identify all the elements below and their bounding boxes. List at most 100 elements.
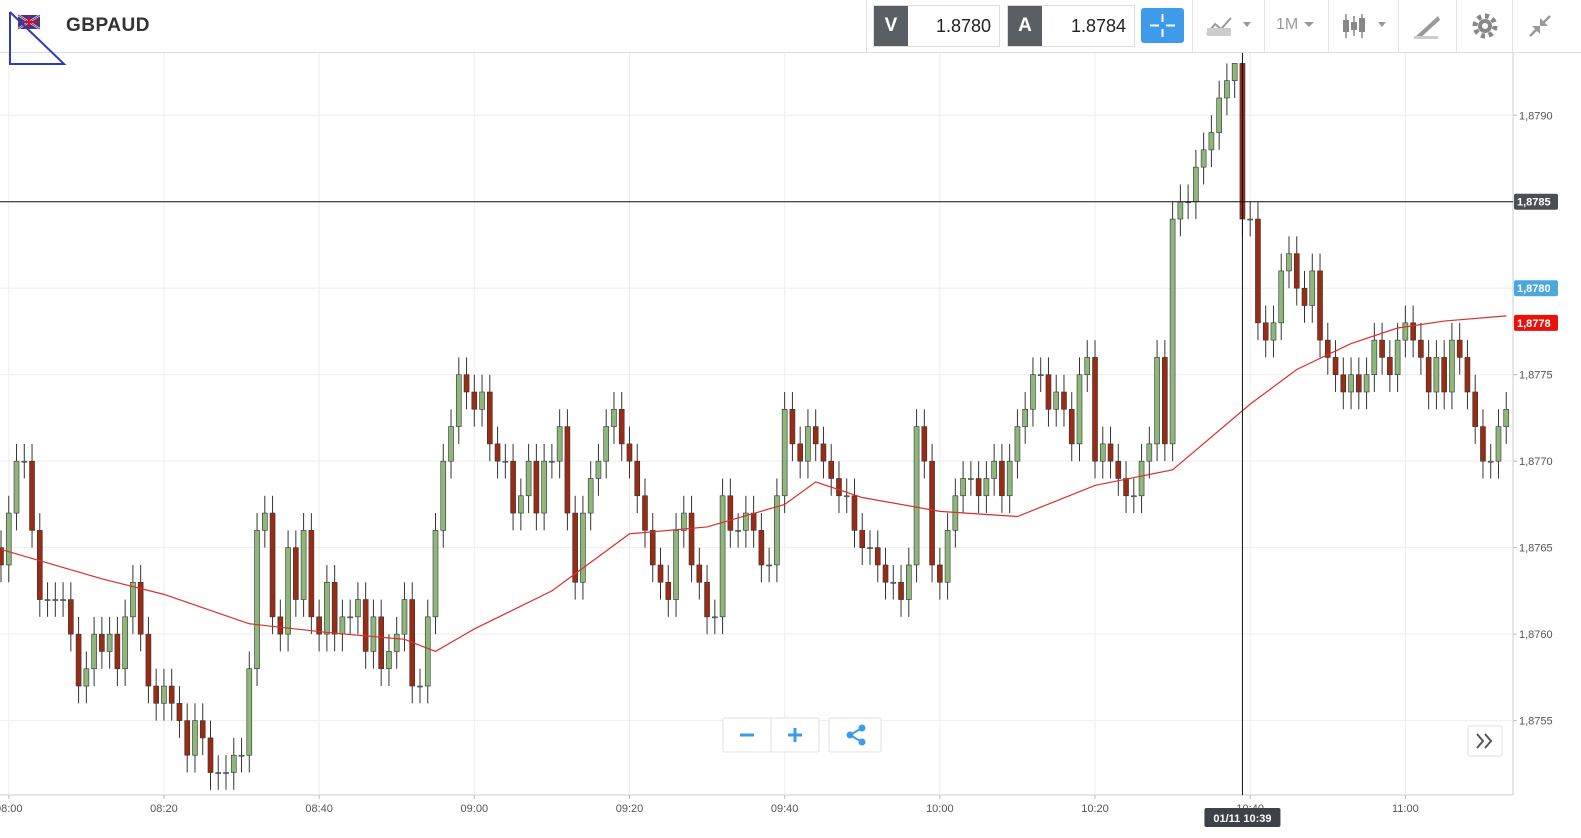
candle-body: [1340, 374, 1347, 393]
symbol-icon: [9, 11, 67, 65]
candle-body: [161, 685, 167, 704]
candle-body: [634, 460, 641, 497]
candle-style-button[interactable]: [1340, 12, 1390, 40]
candle-body: [618, 408, 625, 445]
candle-body: [960, 478, 966, 497]
candle-body: [766, 564, 772, 567]
candle-body: [308, 530, 315, 618]
candle-body: [1247, 218, 1253, 221]
candle-body: [549, 460, 555, 463]
x-tick-label: 10:00: [926, 803, 954, 815]
candle-body: [13, 460, 20, 514]
candle-body: [1193, 166, 1199, 203]
candle-body: [494, 443, 501, 462]
share[interactable]: [846, 724, 866, 746]
y-tick-label: 1,8755: [1519, 716, 1553, 728]
candle-body: [1262, 322, 1269, 341]
candle-body: [145, 633, 152, 687]
ask-price: 1.8784: [1070, 16, 1126, 36]
candle-body: [704, 581, 710, 618]
candle-body: [176, 703, 183, 721]
timeframe[interactable]: 1M: [1276, 16, 1299, 33]
settings-button[interactable]: [1471, 12, 1499, 40]
candle-body: [130, 581, 136, 618]
candle-body: [36, 530, 43, 600]
candle-body: [44, 599, 51, 601]
candle-body: [991, 460, 997, 479]
candle-body: [370, 616, 377, 652]
candle-body: [1224, 80, 1230, 99]
candle-body: [1061, 391, 1067, 410]
candle-body: [510, 460, 516, 514]
candle-body: [595, 460, 602, 479]
candle-body: [285, 547, 291, 635]
candle-body: [1068, 408, 1075, 445]
candle-body: [603, 426, 610, 462]
candle-body: [642, 495, 648, 531]
candle-body: [890, 581, 897, 584]
candle-body: [246, 668, 253, 756]
candle-body: [378, 616, 384, 670]
candle-body: [1146, 443, 1153, 462]
candle-body: [1301, 287, 1308, 306]
draw-button[interactable]: [1412, 12, 1442, 40]
candle-body: [1472, 391, 1479, 427]
collapse-button[interactable]: [1526, 12, 1554, 40]
crosshair-x-badge: [1204, 808, 1281, 827]
candle-body: [1487, 460, 1494, 463]
chart-type-button[interactable]: [1205, 14, 1255, 38]
candle-body: [122, 616, 128, 670]
candle-body: [230, 754, 237, 773]
bid-label: V: [874, 6, 908, 46]
candle-body: [1022, 408, 1028, 427]
candle-body: [680, 512, 687, 531]
candle-body: [83, 668, 90, 687]
symbol-name: GBPAUD: [66, 15, 150, 36]
candle-body: [29, 460, 35, 531]
zoom-in[interactable]: [788, 728, 802, 742]
candle-body: [347, 616, 353, 619]
candle-body: [393, 633, 400, 652]
candle-body: [1425, 357, 1432, 393]
candle-body: [463, 374, 470, 393]
y-tick-label: 1,8790: [1519, 110, 1553, 122]
plot-area: [0, 53, 1513, 795]
candle-body: [1371, 339, 1378, 376]
moving-average-line: [0, 315, 1507, 653]
crosshair-button[interactable]: [1141, 8, 1184, 43]
candle-body: [324, 581, 330, 635]
candle-body: [929, 460, 935, 566]
candle-body: [1014, 426, 1021, 462]
candle-body: [207, 737, 214, 773]
candle-body: [448, 426, 454, 462]
candle-body: [743, 512, 749, 531]
y-tick-label: 1,8770: [1519, 456, 1553, 468]
candle-body: [60, 599, 66, 601]
price-marker: [1514, 280, 1558, 297]
candle-body: [331, 581, 338, 635]
candle-body: [820, 443, 827, 462]
candle-body: [1208, 132, 1215, 151]
candle-body: [1162, 357, 1168, 445]
candle-body: [1332, 357, 1339, 376]
candle-body: [1099, 443, 1106, 462]
candle-body: [1363, 374, 1370, 393]
candle-body: [735, 530, 741, 532]
candle-body: [1293, 253, 1300, 289]
candle-body: [781, 408, 788, 497]
scroll-end-button[interactable]: [1467, 725, 1503, 757]
price-marker-label: 1,8778: [1517, 318, 1551, 330]
candle-body: [1495, 426, 1502, 462]
candle-body: [5, 512, 12, 566]
candle-body: [1348, 374, 1354, 393]
candle-body: [1418, 339, 1424, 358]
candle-body: [137, 581, 144, 635]
bid-box[interactable]: V 1.8780: [873, 5, 1000, 47]
candle-body: [649, 530, 656, 566]
candle-body: [1131, 495, 1137, 498]
candle-body: [975, 478, 982, 497]
candle-body: [339, 616, 346, 635]
ask-box[interactable]: A 1.8784: [1007, 5, 1135, 47]
candle-body: [541, 460, 547, 514]
